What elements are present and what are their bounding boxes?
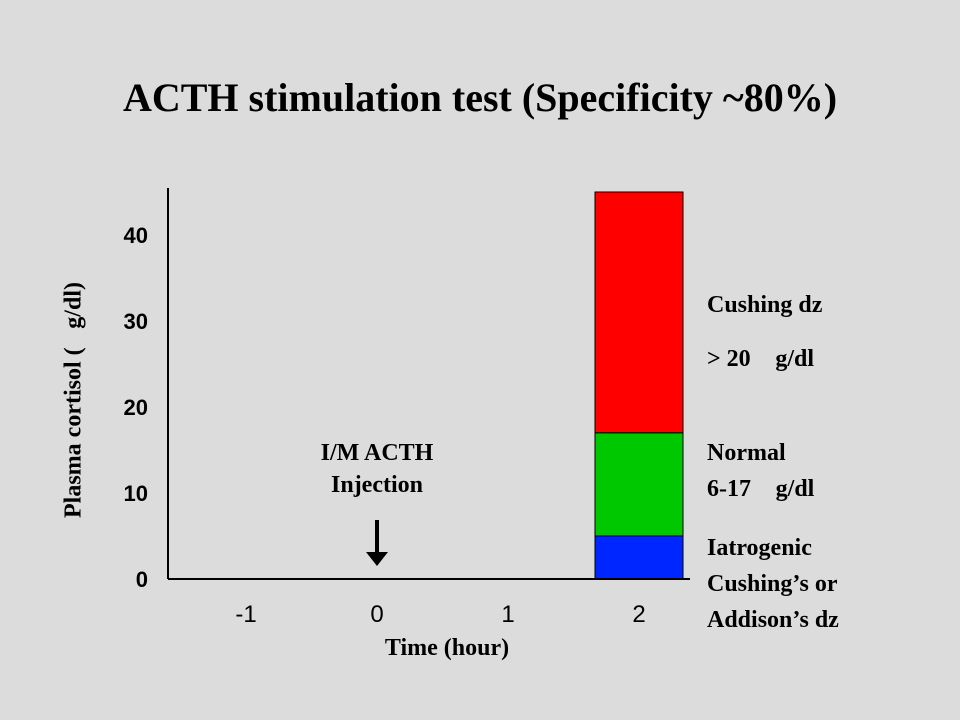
bar-segment-1: [594, 432, 684, 537]
injection-annotation: I/M ACTH Injection: [321, 437, 434, 501]
low-line-1: Iatrogenic: [707, 535, 812, 561]
normal-range-label: Normal 6-17 g/dl: [707, 435, 814, 507]
x-tick-label: 0: [370, 601, 383, 628]
bar-segment-2: [594, 191, 684, 434]
low-line-3: Addison’s dz: [707, 607, 839, 633]
low-line-2: Cushing’s or: [707, 571, 838, 597]
x-tick-label: -1: [235, 601, 256, 628]
low-range-label: Iatrogenic Cushing’s or Addison’s dz: [707, 530, 839, 638]
y-tick-label: 40: [124, 223, 148, 248]
y-axis-label: Plasma cortisol (g/dl): [60, 282, 87, 518]
y-tick-label: 30: [124, 309, 148, 334]
down-arrow-icon: [366, 520, 388, 566]
bar-segment-0: [594, 535, 684, 580]
cushing-range-label: Cushing dz > 20 g/dl: [707, 287, 822, 377]
y-tick-label: 0: [136, 567, 148, 592]
normal-title: Normal: [707, 440, 786, 466]
x-tick-label: 1: [501, 601, 514, 628]
y-tick-label: 20: [124, 395, 148, 420]
cushing-title: Cushing dz: [707, 292, 823, 318]
y-tick-label: 10: [124, 481, 148, 506]
chart-title: ACTH stimulation test (Specificity ~80%): [122, 75, 838, 120]
normal-threshold: 6-17 g/dl: [707, 476, 814, 502]
annotation-line-2: Injection: [331, 472, 423, 498]
x-axis-label: Time (hour): [384, 635, 510, 661]
x-tick-label: 2: [632, 601, 645, 628]
cushing-threshold: > 20 g/dl: [707, 346, 814, 372]
annotation-line-1: I/M ACTH: [320, 440, 434, 466]
